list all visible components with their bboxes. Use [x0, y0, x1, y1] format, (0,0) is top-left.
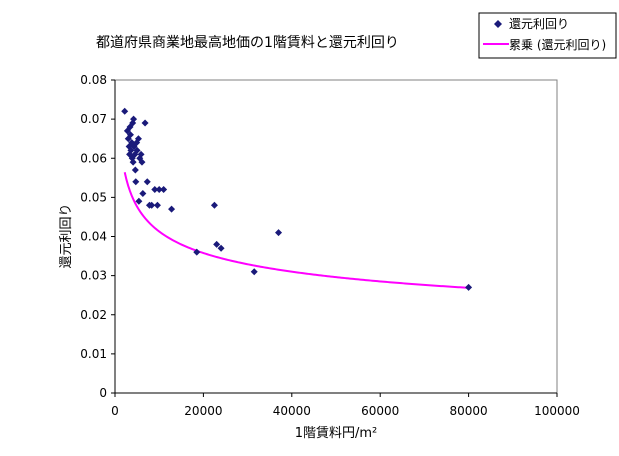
data-point — [217, 244, 225, 252]
data-point — [134, 135, 142, 143]
legend-label-trend: 累乗 (還元利回り) — [509, 38, 606, 52]
scatter-series — [121, 107, 473, 291]
legend: 還元利回り 累乗 (還元利回り) — [478, 12, 617, 59]
y-tick-label: 0.03 — [80, 269, 107, 283]
data-point — [141, 119, 149, 127]
data-point — [193, 248, 201, 256]
data-point — [143, 178, 151, 186]
data-point — [137, 150, 145, 158]
y-tick-label: 0.04 — [80, 230, 107, 244]
data-point — [131, 166, 139, 174]
x-axis-ticks: 0 20000 40000 60000 80000 100000 — [111, 393, 580, 418]
x-axis-label: 1階賃料円/m² — [295, 426, 378, 441]
data-point — [275, 229, 283, 237]
data-point — [138, 158, 146, 166]
data-point — [133, 146, 141, 154]
y-tick-label: 0.01 — [80, 347, 107, 361]
x-tick-label: 60000 — [361, 404, 399, 418]
data-point — [168, 205, 176, 213]
x-tick-label: 80000 — [450, 404, 488, 418]
x-tick-label: 40000 — [273, 404, 311, 418]
chart-title: 都道府県商業地最高地価の1階賃料と還元利回り — [96, 34, 399, 51]
legend-diamond-icon — [494, 20, 502, 28]
data-point — [151, 186, 159, 194]
y-tick-label: 0 — [99, 386, 107, 400]
data-point — [123, 127, 131, 135]
data-point — [210, 201, 218, 209]
data-point — [213, 240, 221, 248]
legend-label-points: 還元利回り — [509, 17, 569, 31]
data-point — [132, 178, 140, 186]
data-point — [148, 201, 156, 209]
data-point — [155, 186, 163, 194]
data-point — [129, 158, 137, 166]
data-point — [126, 131, 134, 139]
trendline-series — [123, 172, 469, 289]
y-tick-label: 0.08 — [80, 73, 107, 87]
y-tick-label: 0.02 — [80, 308, 107, 322]
y-tick-label: 0.06 — [80, 151, 107, 165]
x-tick-label: 0 — [111, 404, 119, 418]
data-point — [250, 268, 258, 276]
data-point — [127, 146, 135, 154]
data-point — [160, 186, 168, 194]
data-point — [153, 201, 161, 209]
x-tick-label: 20000 — [184, 404, 222, 418]
y-tick-label: 0.07 — [80, 112, 107, 126]
plot-area — [114, 79, 558, 394]
y-axis-label: 還元利回り — [59, 203, 74, 268]
data-point — [465, 283, 473, 291]
data-point — [135, 197, 143, 205]
y-tick-label: 0.05 — [80, 190, 107, 204]
data-point — [121, 107, 129, 115]
trendline — [123, 172, 469, 289]
y-axis-ticks: 0 0.01 0.02 0.03 0.04 0.05 0.06 0.07 0.08 — [80, 73, 115, 400]
data-point — [139, 189, 147, 197]
legend-box — [478, 12, 617, 59]
x-tick-label: 100000 — [534, 404, 580, 418]
data-point — [130, 115, 138, 123]
